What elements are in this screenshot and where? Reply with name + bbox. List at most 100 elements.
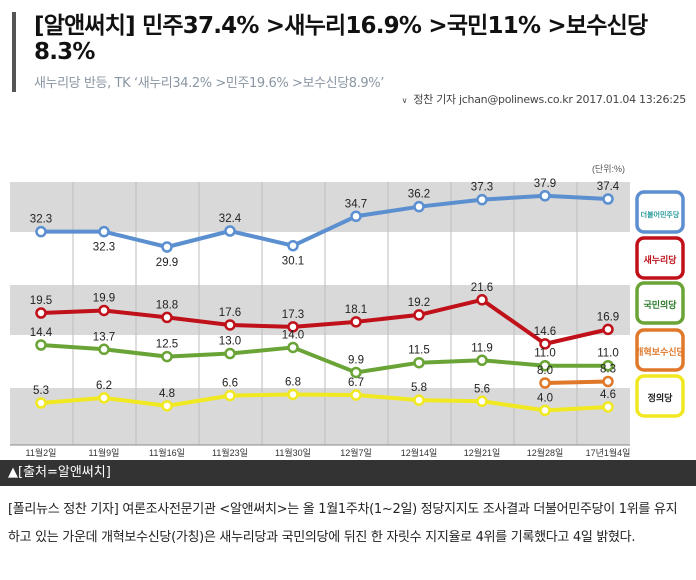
data-label: 37.9 xyxy=(534,178,556,190)
grid-band xyxy=(10,182,630,232)
data-label: 14.6 xyxy=(534,326,556,338)
data-label: 36.2 xyxy=(408,189,430,201)
legend-item: 국민의당 xyxy=(635,281,685,325)
data-point xyxy=(539,359,551,372)
article-subtitle: 새누리당 반등, TK ‘새누리34.2% >민주19.6% >보수신당8.9%… xyxy=(34,76,384,91)
data-point xyxy=(413,394,425,406)
x-tick-label: 12월7일 xyxy=(340,447,372,458)
x-tick-label: 17년1월4일 xyxy=(586,447,631,458)
data-label: 18.8 xyxy=(156,299,178,311)
party-logo xyxy=(635,190,685,234)
data-label: 11.0 xyxy=(597,348,619,360)
data-label: 6.6 xyxy=(222,378,238,390)
legend-label: 정의당 xyxy=(648,392,674,403)
legend-item: 개혁보수신당 xyxy=(635,328,686,372)
series-line xyxy=(40,343,608,375)
data-point xyxy=(476,354,488,366)
data-label: 21.6 xyxy=(471,282,493,294)
data-label: 32.3 xyxy=(93,242,115,254)
party-logo xyxy=(635,236,685,280)
data-label: 37.4 xyxy=(597,181,620,193)
data-label: 17.3 xyxy=(282,309,304,321)
grid-band xyxy=(10,335,630,388)
series-line xyxy=(544,379,609,385)
data-label: 34.7 xyxy=(345,198,367,210)
data-point xyxy=(539,404,551,417)
legend-item: 더불어민주당 xyxy=(635,190,685,234)
x-tick-label: 11월16일 xyxy=(149,447,185,458)
x-tick-label: 12월14일 xyxy=(401,447,438,458)
article-header: [알앤써치] 민주37.4% >새누리16.9% >국민11% >보수신당 8.… xyxy=(12,12,682,92)
data-label: 4.8 xyxy=(159,388,175,400)
x-tick-label: 12월28일 xyxy=(527,447,564,458)
data-label: 14.0 xyxy=(282,329,304,341)
data-point xyxy=(350,366,362,379)
data-label: 11.0 xyxy=(534,348,556,360)
data-point xyxy=(35,307,47,319)
data-label: 5.3 xyxy=(33,385,49,397)
data-point xyxy=(350,389,362,401)
data-label: 19.9 xyxy=(93,292,115,304)
series-line xyxy=(41,193,609,249)
publish-datetime: 2017.01.04 13:26:25 xyxy=(575,93,686,106)
data-label: 19.5 xyxy=(30,295,52,307)
x-tick-label: 11월9일 xyxy=(89,447,120,458)
data-label: 13.7 xyxy=(93,331,115,343)
data-label: 5.6 xyxy=(474,383,490,395)
data-label: 6.2 xyxy=(96,380,112,392)
data-label: 4.6 xyxy=(600,389,616,401)
data-point xyxy=(161,241,173,253)
data-label: 6.8 xyxy=(285,376,301,388)
data-point xyxy=(161,350,173,363)
image-caption: ▲[출처=알앤써치] xyxy=(0,460,696,486)
data-point xyxy=(539,190,551,202)
data-label: 32.4 xyxy=(219,213,242,225)
legend-label: 새누리당 xyxy=(643,254,677,265)
data-point xyxy=(161,400,173,412)
data-point xyxy=(287,321,299,333)
data-point xyxy=(224,347,236,360)
data-label: 6.7 xyxy=(348,377,364,389)
data-point xyxy=(287,388,299,401)
x-tick-label: 11월2일 xyxy=(26,447,57,458)
data-label: 8.0 xyxy=(537,365,553,377)
data-point xyxy=(350,210,362,223)
x-tick-label: 11월30일 xyxy=(275,447,311,458)
reporter-email[interactable]: jchan@polinews.co.kr xyxy=(459,93,573,106)
data-point xyxy=(98,225,110,238)
data-point xyxy=(161,311,173,324)
reporter-name[interactable]: 정찬 기자 xyxy=(413,93,456,106)
data-label: 14.4 xyxy=(30,327,53,339)
chart: 32.3 32.3 29.9 32.4 30.1 34.7 36.2 37.3 37.9 37.4… xyxy=(0,150,696,460)
data-point xyxy=(539,377,551,389)
data-point xyxy=(476,294,488,306)
data-label: 37.3 xyxy=(471,182,493,194)
legend-label: 더불어민주당 xyxy=(641,210,680,219)
data-label: 16.9 xyxy=(597,311,619,323)
data-point xyxy=(602,323,614,336)
x-tick-label: 11월23일 xyxy=(212,447,248,458)
data-point xyxy=(98,343,110,356)
legend-item: 정의당 xyxy=(635,374,685,418)
series-line xyxy=(40,297,609,346)
unit-label: (단위:%) xyxy=(592,164,625,174)
byline: ∨ 정찬 기자 jchan@polinews.co.kr 2017.01.04 … xyxy=(401,91,687,107)
data-point xyxy=(539,338,551,350)
data-point xyxy=(98,304,110,317)
chevron-down-icon[interactable]: ∨ xyxy=(401,96,408,105)
data-point xyxy=(602,401,614,413)
data-point xyxy=(602,193,614,205)
party-logo xyxy=(635,281,685,325)
legend-label: 개혁보수신당 xyxy=(635,346,685,357)
data-point xyxy=(35,339,47,351)
data-label: 18.1 xyxy=(345,304,367,316)
data-point xyxy=(224,225,236,237)
data-label: 12.5 xyxy=(156,339,178,351)
legend-label: 국민의당 xyxy=(643,299,677,310)
article-body: [폴리뉴스 정찬 기자] 여론조사전문기관 <알앤써치>는 올 1월1주차(1~… xyxy=(8,502,678,545)
data-point xyxy=(224,389,236,402)
data-point xyxy=(224,319,236,331)
grid-band xyxy=(10,232,630,285)
data-point xyxy=(413,200,425,213)
data-label: 32.3 xyxy=(30,214,52,226)
